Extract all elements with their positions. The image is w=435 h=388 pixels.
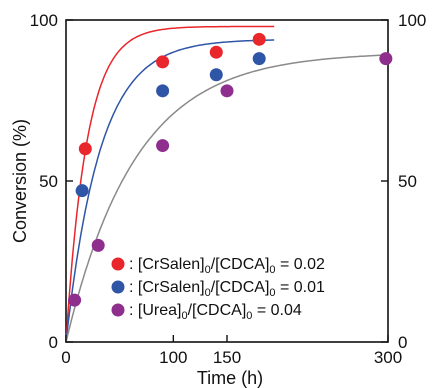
data-point (209, 68, 223, 82)
y-tick-label-right: 0 (398, 333, 407, 352)
legend-marker (111, 257, 125, 271)
x-tick-label: 150 (213, 348, 241, 367)
legend-label: : [Urea]0/[CDCA]0 = 0.04 (129, 302, 302, 322)
fit-curves (65, 25, 389, 343)
legend-marker (111, 303, 125, 317)
y-tick-label-left: 0 (49, 333, 58, 352)
y-tick-label-left: 50 (39, 172, 58, 191)
data-point (78, 142, 92, 156)
legend: : [CrSalen]0/[CDCA]0 = 0.02 : [CrSalen]0/… (111, 256, 325, 322)
legend-label: : [CrSalen]0/[CDCA]0 = 0.01 (129, 279, 325, 299)
fit-curve (65, 54, 389, 343)
y-axis-title: Conversion (%) (10, 119, 30, 243)
y-tick-label-left: 100 (30, 11, 58, 30)
fit-curve (65, 39, 275, 343)
data-point (209, 45, 223, 59)
x-tick-label: 300 (374, 348, 402, 367)
y-tick-label-right: 50 (398, 172, 417, 191)
data-point (379, 52, 393, 66)
data-point (91, 238, 105, 252)
x-axis-title: Time (h) (197, 368, 263, 388)
legend-marker (111, 280, 125, 294)
legend-label: : [CrSalen]0/[CDCA]0 = 0.02 (129, 256, 325, 276)
x-tick-label: 0 (61, 348, 70, 367)
data-point (220, 84, 234, 98)
data-point (156, 55, 170, 69)
data-point (252, 32, 266, 46)
data-point (75, 184, 89, 198)
data-point (252, 52, 266, 66)
data-points (68, 32, 393, 307)
data-point (156, 84, 170, 98)
x-tick-label: 100 (159, 348, 187, 367)
data-point (68, 293, 82, 307)
fit-curve (65, 25, 275, 343)
y-tick-label-right: 100 (398, 11, 426, 30)
data-point (156, 139, 170, 153)
